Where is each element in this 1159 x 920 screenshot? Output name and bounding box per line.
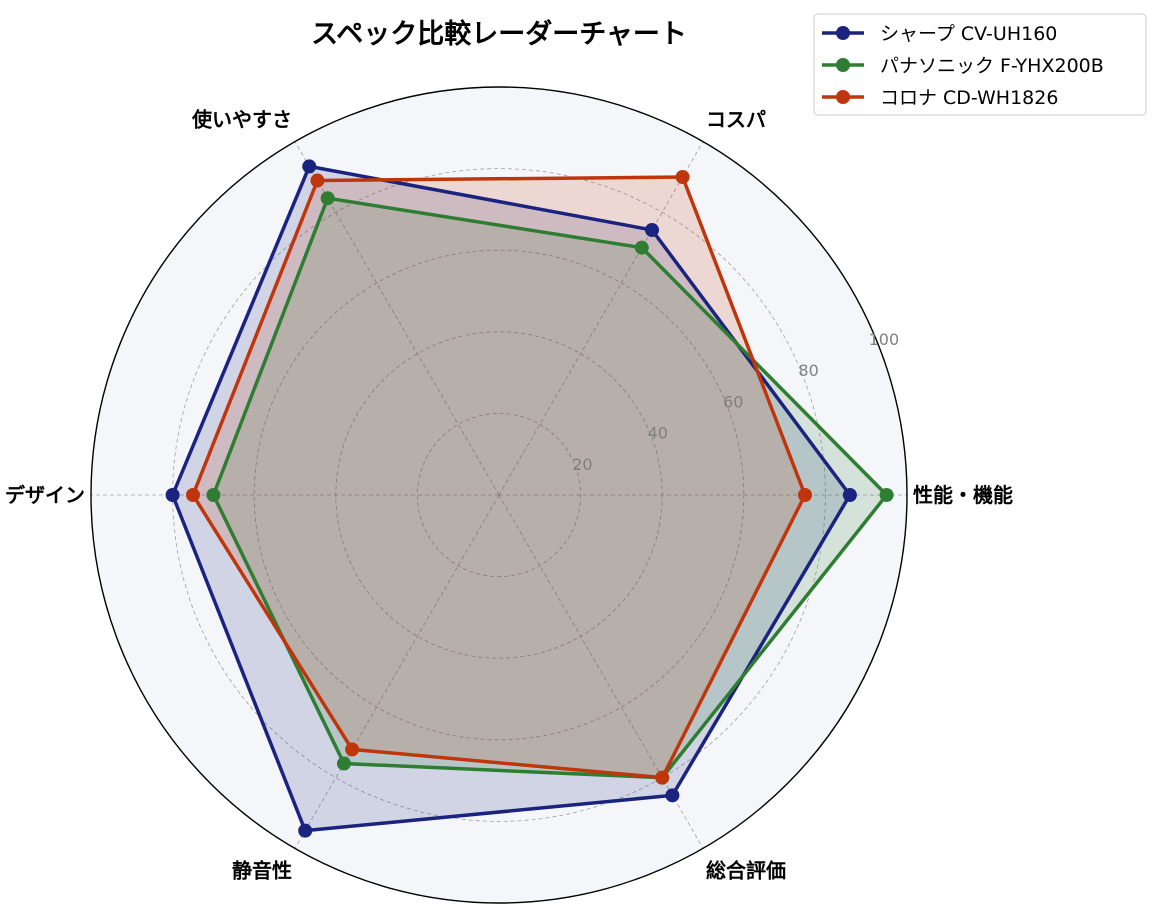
series-area-1 [213,198,887,778]
legend-label-0: シャープ CV-UH160 [880,23,1057,45]
series-area-0 [172,166,850,831]
series-1-point-0 [879,488,894,502]
grid-circle-20 [416,412,581,577]
tick-label-60: 60 [723,392,743,411]
series-2-point-1 [675,170,690,184]
series-0-point-1 [645,223,659,237]
grid-spoke-4 [294,494,500,849]
series-1-point-1 [634,240,649,255]
series-0-point-0 [842,488,857,502]
polar-frame [90,86,908,904]
legend-label-1: パナソニック F-YHX200B [880,55,1104,77]
chart-title: スペック比較レーダーチャート [311,18,687,50]
series-2-point-3 [186,488,200,502]
tick-label-20: 20 [572,455,592,474]
legend-box [813,13,1147,116]
grid-circle-60 [253,249,745,741]
tick-label-80: 80 [798,361,818,380]
legend-label-2: コロナ CD-WH1826 [880,87,1058,109]
series-2-point-0 [798,488,812,502]
series-area-2 [193,177,805,778]
grid-spoke-5 [498,494,704,849]
legend-marker-0 [836,26,850,40]
legend: シャープ CV-UH160 パナソニック F-YHX200B コロナ CD-WH18… [813,13,1147,116]
axis-label-3: デザイン [5,483,85,507]
series-0-point-5 [665,788,680,803]
series-1-point-4 [336,756,351,771]
series-0-point-2 [302,159,317,174]
series-1-point-3 [206,488,221,502]
legend-marker-1 [836,58,850,72]
axis-label-2: 使いやすさ [191,108,292,132]
axis-label-5: 総合評価 [706,859,786,883]
grid-spoke-2 [294,141,500,496]
axis-label-4: 静音性 [232,859,292,883]
series-0-point-3 [165,488,180,502]
legend-marker-2 [836,90,850,104]
series-2-point-5 [655,770,670,785]
grid-spoke-1 [498,141,704,496]
series-2-point-2 [310,173,325,188]
axis-label-1: コスパ [706,108,766,132]
series-2-point-4 [345,742,360,757]
axis-label-0: 性能・機能 [913,483,1013,507]
series-1-point-2 [320,191,335,206]
series-0-point-4 [298,823,313,838]
tick-label-40: 40 [648,424,668,443]
tick-label-100: 100 [869,330,900,349]
